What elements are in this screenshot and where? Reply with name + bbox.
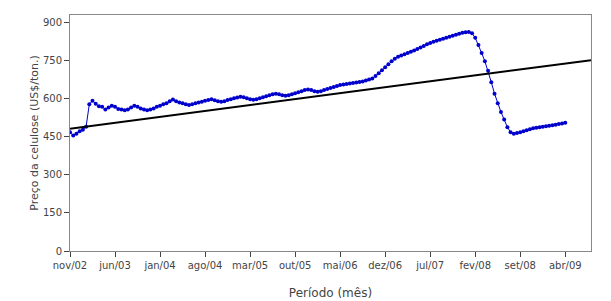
svg-text:abr/09: abr/09 <box>549 260 582 271</box>
svg-text:900: 900 <box>43 17 62 28</box>
svg-text:600: 600 <box>43 93 62 104</box>
svg-text:set/08: set/08 <box>505 260 536 271</box>
svg-text:ago/04: ago/04 <box>188 260 223 271</box>
svg-text:mar/05: mar/05 <box>232 260 268 271</box>
svg-text:jan/04: jan/04 <box>143 260 175 271</box>
svg-text:jul/07: jul/07 <box>415 260 444 271</box>
svg-text:dez/06: dez/06 <box>368 260 402 271</box>
svg-text:mai/06: mai/06 <box>323 260 358 271</box>
svg-text:0: 0 <box>56 246 62 257</box>
svg-text:nov/02: nov/02 <box>53 260 87 271</box>
svg-text:jun/03: jun/03 <box>98 260 131 271</box>
svg-text:Preço da celulose (US$/ton.): Preço da celulose (US$/ton.) <box>28 55 41 210</box>
svg-text:300: 300 <box>43 169 62 180</box>
svg-text:Período (mês): Período (mês) <box>289 286 372 300</box>
svg-text:150: 150 <box>43 207 62 218</box>
svg-text:450: 450 <box>43 131 62 142</box>
svg-text:out/05: out/05 <box>279 260 311 271</box>
svg-text:fev/08: fev/08 <box>459 260 491 271</box>
svg-text:750: 750 <box>43 55 62 66</box>
